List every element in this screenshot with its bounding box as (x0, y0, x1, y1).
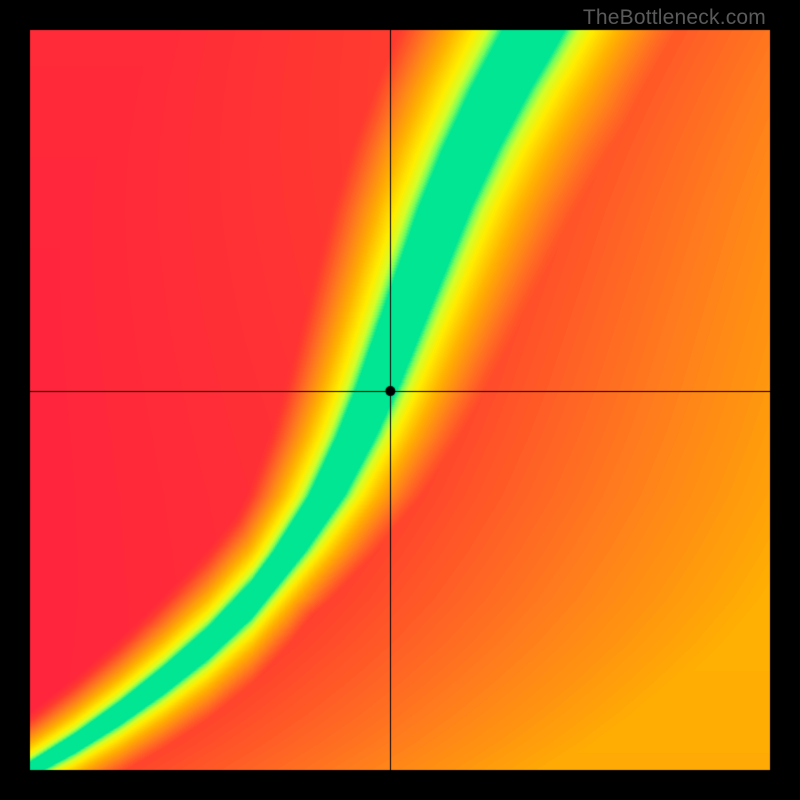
watermark-text: TheBottleneck.com (583, 6, 766, 30)
chart-container: TheBottleneck.com (0, 0, 800, 800)
bottleneck-heatmap (0, 0, 800, 800)
